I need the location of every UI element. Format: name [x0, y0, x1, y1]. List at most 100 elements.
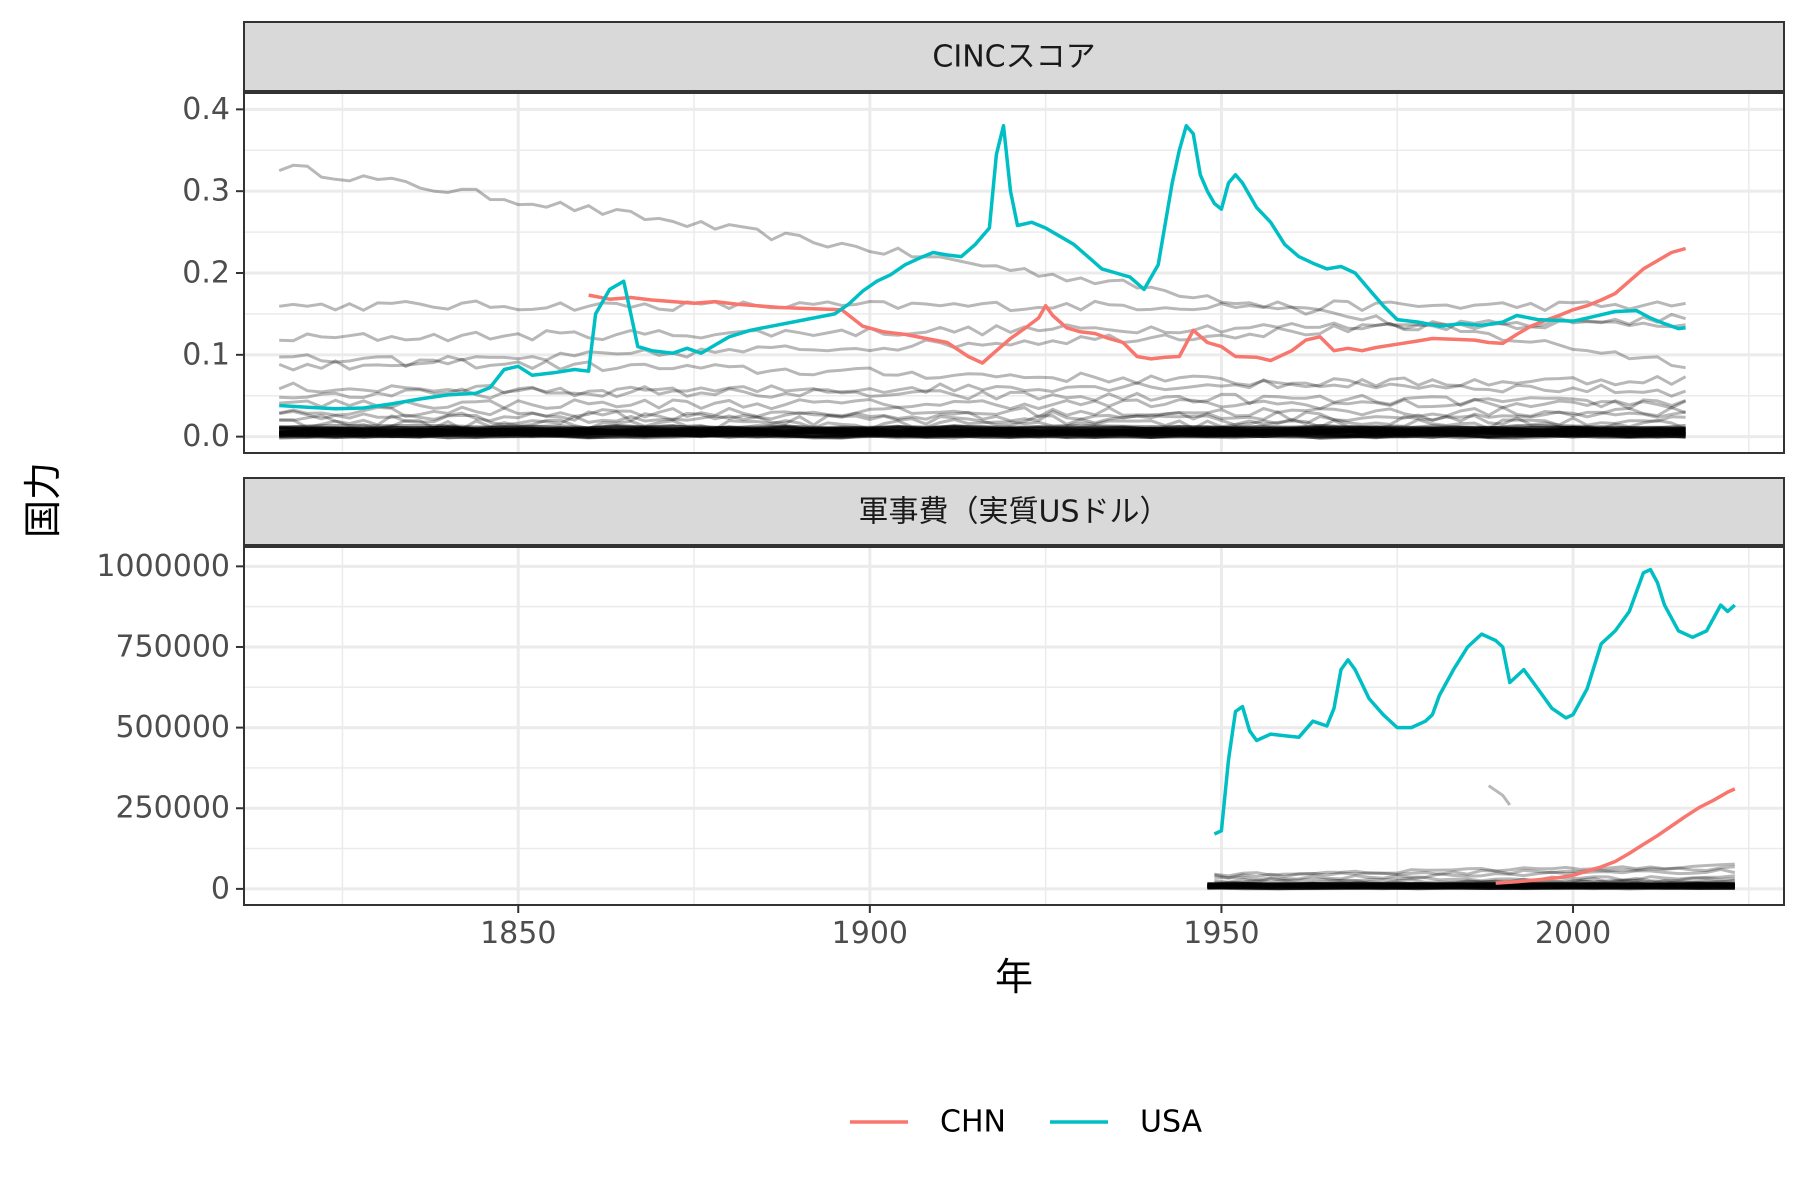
panel-milex-grid — [244, 547, 1784, 905]
y-tick-label: 0 — [211, 871, 230, 906]
x-axis-title: 年 — [995, 955, 1033, 999]
background-country-line — [279, 433, 1686, 440]
panel-cinc-y-ticks: 0.0 0.1 0.2 0.3 0.4 — [182, 92, 244, 454]
background-country-line — [279, 428, 1686, 435]
background-country-line — [1207, 882, 1735, 887]
background-country-line — [1207, 884, 1735, 889]
series-line-chn — [588, 246, 1687, 365]
background-country-line — [279, 430, 1686, 437]
background-country-line — [1207, 882, 1735, 887]
y-tick-label: 0.3 — [182, 174, 230, 209]
background-country-line — [1207, 883, 1735, 888]
background-country-line — [1207, 881, 1735, 887]
x-tick-label: 2000 — [1535, 916, 1611, 951]
x-tick-label: 1950 — [1183, 916, 1259, 951]
legend-label-usa: USA — [1140, 1105, 1203, 1140]
y-tick-label: 1000000 — [96, 549, 230, 584]
background-country-line — [279, 426, 1686, 434]
legend-label-chn: CHN — [940, 1105, 1006, 1140]
background-country-line — [279, 428, 1686, 436]
background-country-line — [1207, 884, 1735, 889]
y-tick-label: 0.2 — [182, 256, 230, 291]
panel-milex-title: 軍事費（実質USドル） — [858, 495, 1169, 530]
background-country-line — [1214, 882, 1735, 890]
background-country-line — [279, 429, 1686, 437]
background-country-line — [1207, 886, 1735, 891]
background-country-line — [279, 432, 1686, 440]
background-country-line — [279, 432, 1686, 440]
panel-cinc-grid — [244, 93, 1784, 453]
background-country-line — [1207, 883, 1735, 888]
background-country-line — [1207, 886, 1735, 891]
background-country-line — [1207, 884, 1735, 889]
background-country-line — [1214, 862, 1735, 878]
background-country-line — [279, 424, 1686, 431]
background-country-line — [279, 432, 1686, 439]
panel-cinc-strip — [243, 21, 1785, 92]
panel-cinc-title: CINCスコア — [932, 40, 1095, 75]
background-country-line — [1207, 884, 1735, 889]
background-country-line — [1207, 884, 1735, 889]
background-country-line — [279, 397, 1687, 411]
x-tick-label: 1900 — [832, 916, 908, 951]
background-country-line — [278, 299, 1686, 313]
background-country-line — [279, 429, 1686, 436]
background-country-line — [1207, 886, 1735, 891]
y-axis-title: 国力 — [21, 462, 65, 538]
background-country-line — [1207, 882, 1735, 887]
background-country-line — [1207, 881, 1735, 887]
background-country-line — [1214, 874, 1735, 884]
background-country-line — [1214, 878, 1736, 888]
panel-cinc-series — [279, 123, 1687, 411]
panel-milex-y-ticks: 0 250000 500000 750000 1000000 — [96, 549, 244, 906]
panel-cinc-background-series — [278, 163, 1687, 440]
background-country-line — [279, 430, 1686, 437]
background-country-line — [1207, 882, 1735, 888]
background-country-line — [1207, 883, 1735, 888]
panel-milex-series — [1213, 567, 1736, 885]
background-country-line — [278, 163, 1686, 370]
background-country-line — [1207, 881, 1735, 887]
background-country-line — [1207, 885, 1735, 890]
background-country-line — [279, 426, 1686, 434]
y-tick-label: 0.1 — [182, 337, 230, 372]
background-country-line — [1207, 883, 1735, 888]
panel-milex: 軍事費（実質USドル） 0 250000 500000 750000 1000000 — [96, 477, 1785, 906]
background-country-line — [279, 426, 1686, 433]
x-tick-label: 1850 — [480, 916, 556, 951]
background-country-line — [279, 427, 1686, 434]
background-country-line — [1207, 881, 1735, 886]
background-country-line — [279, 433, 1686, 440]
background-country-line — [1207, 886, 1735, 891]
background-country-line — [279, 426, 1686, 433]
series-line-usa — [1213, 567, 1736, 836]
panel-milex-strip — [243, 477, 1785, 546]
background-country-line — [279, 431, 1686, 438]
background-country-line — [1207, 883, 1735, 889]
background-country-line — [1207, 884, 1735, 889]
background-country-line — [1207, 883, 1735, 888]
background-country-line — [279, 430, 1686, 437]
background-country-line — [1214, 876, 1735, 885]
series-line-usa — [279, 123, 1686, 411]
background-country-line — [279, 430, 1686, 437]
background-country-line — [279, 423, 1686, 430]
background-country-line — [279, 426, 1686, 434]
background-country-line — [1207, 883, 1735, 888]
background-country-line — [278, 312, 1687, 372]
background-country-line — [1207, 885, 1735, 890]
background-country-line — [279, 432, 1686, 439]
y-tick-label: 500000 — [115, 710, 230, 745]
background-country-line — [279, 413, 1686, 427]
background-country-line — [1207, 883, 1735, 888]
background-country-line — [1207, 883, 1735, 888]
background-country-line — [279, 432, 1686, 439]
panel-milex-background-series — [1207, 784, 1736, 891]
background-country-line — [279, 423, 1686, 431]
background-country-line — [279, 430, 1686, 437]
background-country-line — [1214, 865, 1735, 880]
background-country-line — [279, 428, 1686, 435]
background-country-line — [279, 428, 1686, 435]
background-country-line — [279, 432, 1686, 439]
background-country-line — [1207, 882, 1735, 887]
